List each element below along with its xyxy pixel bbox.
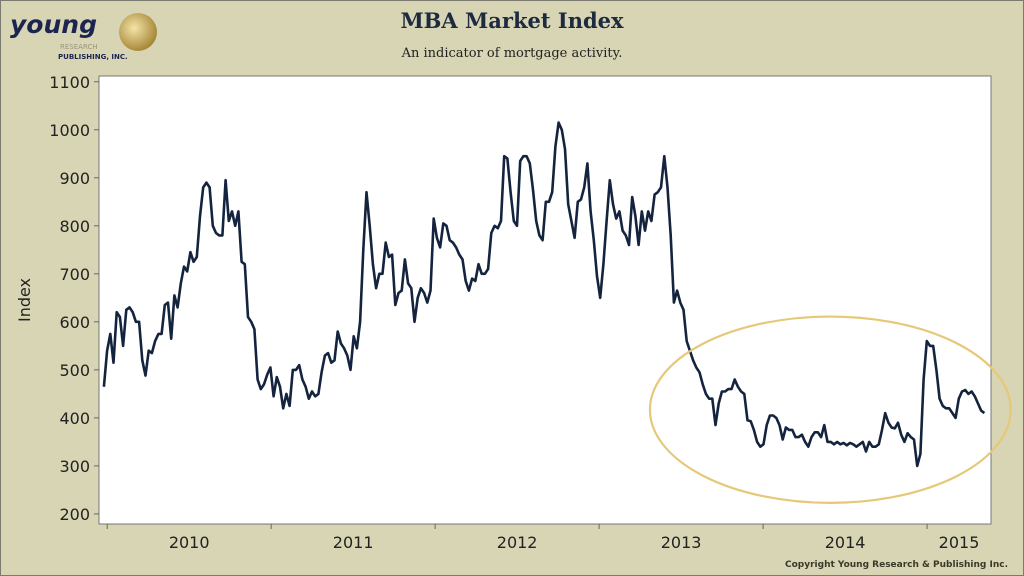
y-tick-label: 900 (59, 169, 90, 188)
y-tick-label: 300 (59, 457, 90, 476)
x-tick-label: 2011 (333, 533, 374, 552)
young-research-logo: young RESEARCH PUBLISHING, INC. (10, 10, 157, 61)
x-tick-label: 2010 (169, 533, 210, 552)
y-axis: 200 300 400 500 600 700 800 900 1000 1100 (49, 73, 99, 524)
y-tick-label: 200 (59, 505, 90, 524)
plot-area (98, 75, 992, 525)
copyright-notice: Copyright Young Research & Publishing In… (785, 560, 1008, 570)
svg-text:PUBLISHING, INC.: PUBLISHING, INC. (58, 53, 128, 61)
y-tick-label: 500 (59, 361, 90, 380)
svg-text:RESEARCH: RESEARCH (60, 43, 98, 51)
x-tick-label: 2015 (939, 533, 980, 552)
x-tick-label: 2014 (825, 533, 866, 552)
y-axis-label: Index (15, 278, 34, 322)
y-tick-label: 1000 (49, 121, 90, 140)
x-tick-label: 2012 (497, 533, 538, 552)
x-axis: 2010 2011 2012 2013 2014 2015 (106, 524, 980, 552)
highlight-ellipse (648, 315, 1012, 504)
y-tick-label: 400 (59, 409, 90, 428)
svg-text:young: young (10, 10, 97, 39)
chart-title: MBA Market Index (400, 8, 624, 33)
x-tick-label: 2013 (661, 533, 702, 552)
y-tick-label: 700 (59, 265, 90, 284)
y-tick-label: 800 (59, 217, 90, 236)
series-line (102, 121, 986, 468)
y-tick-label: 1100 (49, 73, 90, 92)
chart-subtitle: An indicator of mortgage activity. (401, 46, 623, 61)
y-tick-label: 600 (59, 313, 90, 332)
